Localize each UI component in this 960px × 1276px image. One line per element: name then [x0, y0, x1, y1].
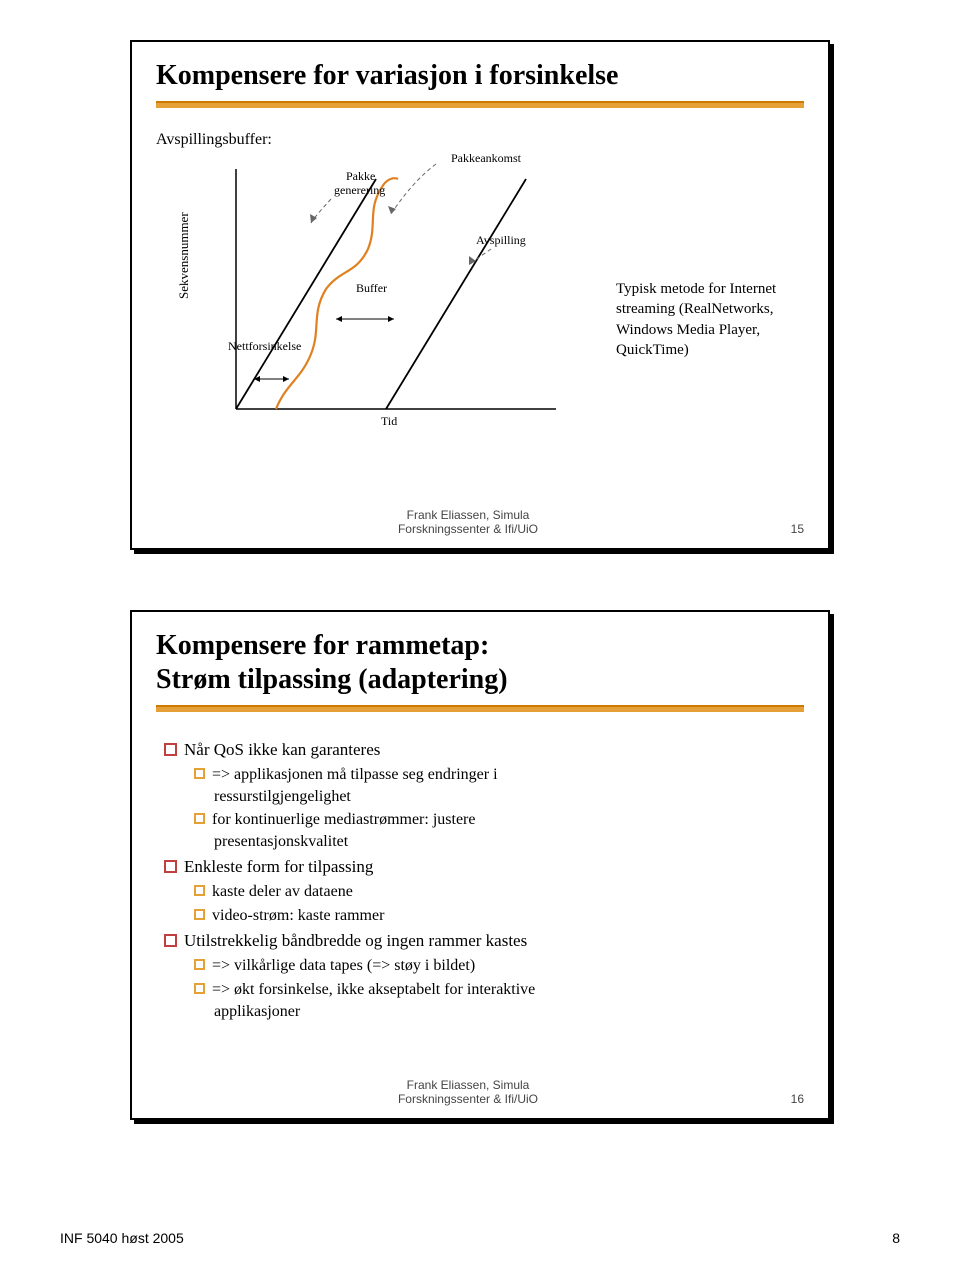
bullet-l2: => applikasjonen må tilpasse seg endring…: [194, 764, 804, 786]
label-tid: Tid: [381, 414, 397, 429]
label-avspilling: Avspilling: [476, 233, 526, 248]
bullet-l1: Når QoS ikke kan garanteres: [164, 739, 804, 762]
label-pakkeankomst: Pakkeankomst: [451, 151, 521, 166]
bullet-l2: => økt forsinkelse, ikke akseptabelt for…: [194, 979, 804, 1001]
bullet-l2-cont: ressurstilgjengelighet: [214, 786, 804, 808]
page-footer-left: INF 5040 høst 2005: [60, 1230, 184, 1246]
slide-footer: Frank Eliassen, Simula Forskningssenter …: [132, 1078, 804, 1106]
title-underline: [156, 704, 804, 714]
slide-title-line2: Strøm tilpassing (adaptering): [156, 664, 804, 696]
slide-pagenum: 15: [791, 522, 804, 536]
page-footer-right: 8: [892, 1230, 900, 1246]
bullet-l2-cont: presentasjonskvalitet: [214, 831, 804, 853]
label-pakke-gen-1: Pakke: [346, 169, 375, 184]
label-nettforsinkelse: Nettforsinkelse: [228, 339, 301, 354]
label-pakke-gen-2: generering: [334, 183, 385, 198]
slide-pagenum: 16: [791, 1092, 804, 1106]
bullet-l2-cont: applikasjoner: [214, 1001, 804, 1023]
bullet-l2: video-strøm: kaste rammer: [194, 905, 804, 927]
bullet-list: Når QoS ikke kan garanteres => applikasj…: [156, 739, 804, 1022]
subtitle: Avspillingsbuffer:: [156, 131, 804, 149]
buffer-chart: Sekvensnummer: [156, 159, 796, 489]
yaxis-label: Sekvensnummer: [176, 212, 192, 299]
bullet-l2: for kontinuerlige mediastrømmer: justere: [194, 809, 804, 831]
footer-line2: Forskningssenter & Ifi/UiO: [132, 522, 804, 536]
bullet-l1: Utilstrekkelig båndbredde og ingen ramme…: [164, 930, 804, 953]
slide-2: Kompensere for rammetap: Strøm tilpassin…: [130, 610, 830, 1120]
footer-line2: Forskningssenter & Ifi/UiO: [132, 1092, 804, 1106]
chart-svg: [216, 159, 576, 439]
bullet-l2: kaste deler av dataene: [194, 881, 804, 903]
slide-footer: Frank Eliassen, Simula Forskningssenter …: [132, 508, 804, 536]
slide-title-line1: Kompensere for rammetap:: [156, 630, 804, 662]
footer-line1: Frank Eliassen, Simula: [132, 1078, 804, 1092]
label-buffer: Buffer: [356, 281, 387, 296]
right-text: Typisk metode for Internet streaming (Re…: [616, 279, 796, 360]
bullet-l2: => vilkårlige data tapes (=> støy i bild…: [194, 955, 804, 977]
bullet-l1: Enkleste form for tilpassing: [164, 856, 804, 879]
title-underline: [156, 100, 804, 110]
footer-line1: Frank Eliassen, Simula: [132, 508, 804, 522]
slide-1: Kompensere for variasjon i forsinkelse A…: [130, 40, 830, 550]
page-footer: INF 5040 høst 2005 8: [60, 1230, 900, 1246]
slide-title: Kompensere for variasjon i forsinkelse: [156, 60, 804, 92]
